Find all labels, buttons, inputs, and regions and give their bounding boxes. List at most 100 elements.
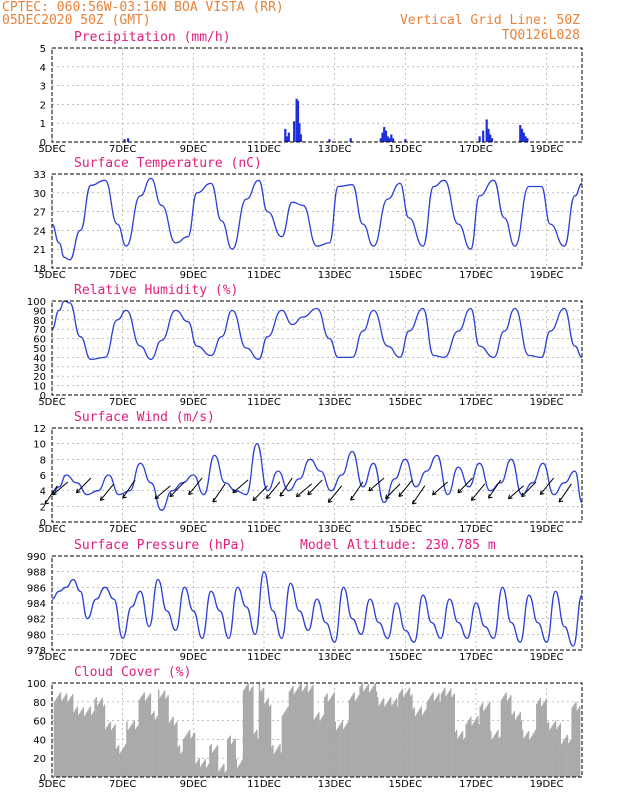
wind-vector-arrow	[296, 483, 313, 498]
cloud-bar	[554, 720, 557, 777]
cloud-bar	[324, 697, 326, 777]
precip-bar	[485, 119, 488, 142]
cloud-bar	[117, 745, 120, 777]
precip-bar	[287, 132, 290, 142]
cloud-bar	[100, 699, 102, 777]
cloud-bar	[480, 704, 483, 777]
precip-bar	[482, 130, 485, 142]
cloud-bar	[440, 693, 443, 777]
cloud-bar	[546, 723, 549, 777]
x-tick-label: 13DEC	[318, 779, 352, 790]
cloud-bar	[490, 730, 492, 777]
cloud-bar	[139, 698, 142, 777]
cloud-bar	[79, 713, 81, 777]
x-tick-label: 15DEC	[388, 270, 422, 281]
cloud-bar	[108, 723, 110, 777]
cloud-bar	[254, 731, 257, 777]
cloud-bar	[410, 696, 412, 777]
wind-vector-arrowhead	[521, 492, 526, 498]
cloud-bar	[141, 696, 143, 777]
cloud-bar	[320, 718, 322, 777]
y-tick-label: 2	[40, 100, 46, 111]
cloud-bar	[433, 700, 435, 777]
x-tick-label: 19DEC	[530, 397, 564, 408]
cloud-bar	[359, 686, 361, 777]
cloud-bar	[358, 695, 360, 777]
wind-vector-arrow	[266, 481, 281, 499]
cloud-bar	[508, 697, 511, 777]
x-tick-label: 7DEC	[109, 652, 136, 663]
cloud-bar	[193, 732, 196, 777]
precip-bar	[295, 98, 298, 142]
x-tick-label: 19DEC	[530, 652, 564, 663]
cloud-bar	[577, 708, 580, 777]
cloud-bar	[216, 745, 219, 777]
cloud-bar	[477, 715, 479, 777]
cloud-bar	[454, 731, 457, 777]
cloud-bar	[571, 707, 573, 777]
cloud-bar	[385, 704, 387, 777]
cloud-bar	[251, 687, 253, 777]
cloud-bar	[256, 730, 258, 777]
cloud-bar	[311, 686, 313, 777]
y-tick-label: 4	[40, 63, 46, 74]
cloud-bar	[168, 722, 171, 777]
cloud-bar	[564, 738, 566, 777]
cloud-bar	[145, 698, 148, 777]
cloud-bar	[375, 691, 378, 777]
cloud-bar	[524, 736, 526, 777]
wind-vector-arrow	[558, 483, 572, 503]
precip-bar	[522, 132, 525, 142]
cloud-bar	[136, 727, 138, 777]
cloud-bar	[541, 704, 544, 777]
cloud-bar	[155, 717, 158, 777]
cloud-bar	[70, 696, 73, 777]
cloud-bar	[181, 751, 183, 777]
x-tick-label: 19DEC	[530, 270, 564, 281]
cloud-bar	[443, 689, 445, 777]
cloud-bar	[275, 749, 278, 777]
y-tick-label: 984	[27, 599, 46, 610]
cloud-bar	[229, 735, 231, 777]
panel-frame	[51, 427, 583, 523]
cloud-bar	[176, 721, 178, 777]
cloud-bar	[214, 748, 216, 777]
cloud-bar	[467, 720, 470, 777]
cloud-bar	[423, 713, 425, 777]
cloud-bar	[210, 744, 212, 777]
wind-vector-arrowhead	[327, 498, 333, 503]
model-altitude-label: Model Altitude: 230.785 m	[300, 538, 496, 553]
cloud-bar	[268, 706, 271, 777]
pressure-title: Surface Pressure (hPa)	[74, 538, 246, 553]
cloud-bar	[230, 744, 233, 777]
cloud-bar	[306, 683, 308, 777]
cloud-bar	[260, 691, 262, 777]
wind-vector-arrow	[232, 479, 249, 494]
cloud-bar	[293, 694, 295, 777]
cloud-bar	[424, 711, 426, 777]
cloud-bar	[103, 704, 106, 777]
y-tick-label: 90	[33, 306, 46, 317]
cloud-bar	[526, 732, 529, 777]
cloud-bar	[483, 711, 485, 777]
cloud-bar	[387, 700, 390, 777]
temperature-series-line	[51, 177, 583, 261]
y-tick-label: 1	[40, 119, 46, 130]
y-tick-label: 3	[40, 82, 46, 93]
panel-pressure: 978 980 982 984 986 988 990 5DEC 7DEC 9DEC 11DEC 13…	[27, 538, 583, 663]
cloud-bar	[400, 690, 402, 777]
cloud-bar	[556, 729, 558, 777]
cloud-bar	[186, 733, 188, 777]
cloud-bar	[80, 711, 82, 777]
cloud-bar	[404, 695, 406, 777]
pressure-series-line	[51, 571, 583, 647]
precip-bar	[285, 136, 289, 142]
precip-bar	[296, 100, 300, 142]
cloud-bar	[521, 730, 524, 777]
cloud-bar	[318, 712, 320, 777]
cloud-bar	[525, 734, 527, 777]
x-tick-label: 17DEC	[459, 652, 493, 663]
cloud-bar	[154, 719, 156, 777]
cloud-bar	[479, 706, 481, 777]
x-tick-label: 17DEC	[459, 270, 493, 281]
